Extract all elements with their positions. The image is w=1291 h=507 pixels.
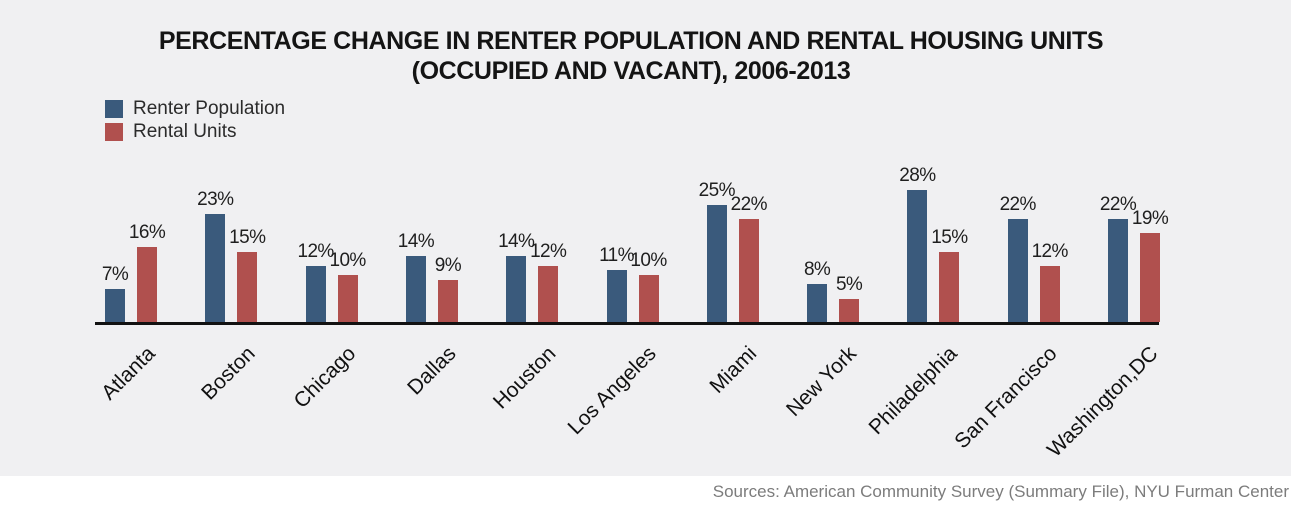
bar-value-rental-units-new-york: 5%	[835, 273, 863, 295]
bar-value-renter-population-dallas: 14%	[397, 231, 435, 253]
bar-value-rental-units-miami: 22%	[730, 193, 768, 215]
x-axis-label-houston: Houston	[488, 342, 561, 414]
legend-item-renter-population: Renter Population	[105, 99, 285, 118]
source-text: Sources: American Community Survey (Summ…	[712, 481, 1289, 501]
bar-renter-population-chicago	[305, 265, 326, 322]
bar-value-renter-population-washington-dc: 22%	[1099, 193, 1137, 215]
bar-value-renter-population-houston: 14%	[498, 231, 535, 253]
bar-value-renter-population-san-francisco: 22%	[999, 193, 1037, 215]
bar-renter-population-miami	[706, 204, 727, 322]
bar-renter-population-houston	[506, 256, 527, 322]
x-axis-label-san-francisco: San Francisco	[950, 342, 1062, 454]
bar-rental-units-miami	[738, 218, 759, 322]
bar-renter-population-washington-dc	[1108, 218, 1128, 322]
x-axis-label-los-angeles: Los Angeles	[563, 342, 661, 440]
bar-value-renter-population-philadelphia: 28%	[899, 165, 936, 187]
bar-value-renter-population-new-york: 8%	[803, 259, 831, 281]
legend-swatch-renter-population	[105, 99, 123, 118]
bar-renter-population-boston	[205, 213, 226, 322]
chart-title-line-1: PERCENTAGE CHANGE IN RENTER POPULATION A…	[158, 27, 1104, 55]
x-axis-labels: Atlanta Boston Chicago Dallas Houston Los Ang…	[95, 325, 1163, 480]
bar-value-renter-population-los-angeles: 11%	[599, 245, 634, 267]
bar-rental-units-philadelphia	[939, 251, 960, 322]
bar-renter-population-san-francisco	[1007, 218, 1028, 322]
bar-value-rental-units-houston: 12%	[530, 240, 567, 262]
bar-renter-population-philadelphia	[907, 190, 928, 322]
bar-rental-units-boston	[237, 251, 258, 322]
x-axis-label-atlanta: Atlanta	[96, 342, 160, 405]
x-axis-line	[95, 322, 1159, 325]
bar-value-renter-population-chicago: 12%	[297, 240, 334, 262]
bar-value-rental-units-dallas: 9%	[434, 254, 462, 276]
legend-item-rental-units: Rental Units	[105, 122, 285, 141]
bar-value-rental-units-los-angeles: 10%	[630, 250, 667, 271]
bar-value-rental-units-philadelphia: 15%	[931, 226, 968, 248]
bar-rental-units-chicago	[337, 275, 358, 322]
bar-renter-population-dallas	[405, 256, 426, 322]
legend: Renter Population Rental Units	[105, 99, 285, 145]
legend-label-renter-population: Renter Population	[133, 98, 286, 119]
legend-label-rental-units: Rental Units	[133, 121, 237, 142]
bar-renter-population-new-york	[807, 284, 828, 322]
chart-title: PERCENTAGE CHANGE IN RENTER POPULATION A…	[0, 26, 1262, 86]
bar-rental-units-san-francisco	[1039, 265, 1060, 322]
bar-value-rental-units-san-francisco: 12%	[1031, 240, 1069, 262]
bar-renter-population-atlanta	[105, 289, 125, 322]
x-axis-label-chicago: Chicago	[289, 342, 360, 413]
bar-value-renter-population-miami: 25%	[698, 179, 736, 201]
bar-value-rental-units-atlanta: 16%	[128, 221, 166, 243]
bar-value-renter-population-boston: 23%	[197, 188, 234, 210]
bar-rental-units-dallas	[437, 279, 458, 322]
bar-rental-units-atlanta	[137, 246, 157, 322]
x-axis-label-new-york: New York	[782, 342, 862, 421]
bar-value-renter-population-atlanta: 7%	[101, 264, 129, 286]
bar-renter-population-los-angeles	[606, 270, 627, 322]
bar-value-rental-units-chicago: 10%	[329, 250, 366, 271]
legend-swatch-rental-units	[105, 122, 123, 141]
bar-rental-units-houston	[538, 265, 559, 322]
x-axis-label-philadelphia: Philadelphia	[864, 342, 962, 440]
bar-rental-units-new-york	[839, 298, 860, 322]
x-axis-label-miami: Miami	[705, 342, 762, 398]
chart-title-line-2: (OCCUPIED AND VACANT), 2006-2013	[411, 57, 851, 85]
bar-value-rental-units-boston: 15%	[229, 226, 266, 248]
bar-value-rental-units-washington-dc: 19%	[1131, 207, 1169, 229]
plot-area: 7% 16% 23% 15% 12% 10% 14% 9% 14% 12% 11% 10% 25% 22%…	[95, 0, 1169, 322]
bar-rental-units-los-angeles	[638, 275, 659, 322]
source-strip: Sources: American Community Survey (Summ…	[0, 476, 1291, 507]
x-axis-label-dallas: Dallas	[402, 342, 461, 400]
bar-rental-units-washington-dc	[1140, 232, 1160, 322]
x-axis-label-boston: Boston	[197, 342, 260, 405]
